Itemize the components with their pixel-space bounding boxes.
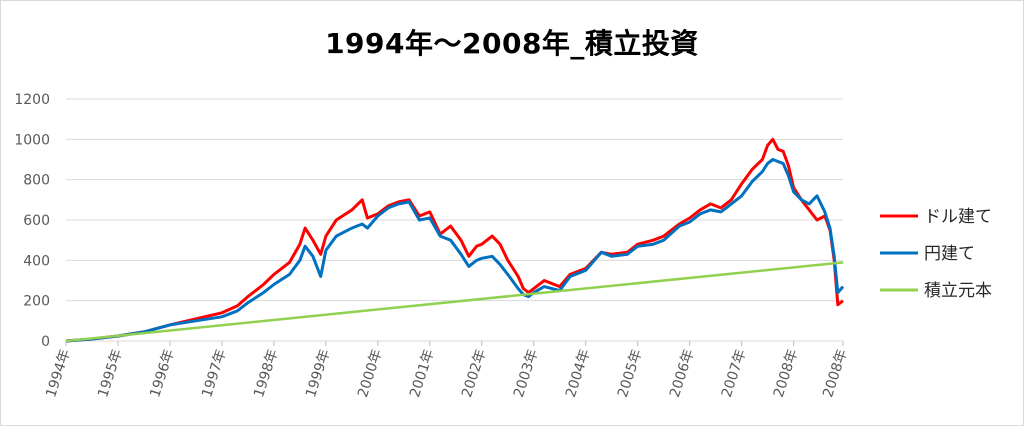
x-tick-label: 2004年 bbox=[563, 347, 594, 399]
x-tick-label: 2006年 bbox=[667, 347, 698, 399]
y-tick-label: 800 bbox=[23, 173, 50, 189]
series-line-2 bbox=[65, 158, 845, 343]
x-tick-label: 1994年 bbox=[43, 347, 74, 399]
x-tick-label: 2008年 bbox=[820, 347, 851, 399]
legend-label: ドル建て bbox=[924, 207, 992, 227]
x-tick-label: 1996年 bbox=[147, 347, 178, 399]
legend-label: 円建て bbox=[924, 244, 975, 264]
x-tick-label: 2008年 bbox=[771, 347, 802, 399]
x-tick-label: 2002年 bbox=[459, 347, 490, 399]
x-tick-label: 2007年 bbox=[719, 347, 750, 399]
chart-title: 1994年～2008年_積立投資 bbox=[325, 27, 699, 60]
x-tick-label: 1997年 bbox=[199, 347, 230, 399]
series-line-1 bbox=[65, 137, 844, 343]
y-tick-label: 200 bbox=[23, 294, 50, 310]
y-tick-label: 1200 bbox=[14, 92, 50, 108]
x-tick-label: 2001年 bbox=[407, 347, 438, 399]
y-tick-label: 1000 bbox=[14, 132, 50, 148]
y-tick-label: 0 bbox=[41, 334, 50, 350]
legend-label: 積立元本 bbox=[924, 281, 992, 301]
x-tick-label: 2005年 bbox=[615, 347, 646, 399]
x-tick-label: 2003年 bbox=[511, 347, 542, 399]
x-tick-label: 2000年 bbox=[355, 347, 386, 399]
y-tick-label: 400 bbox=[23, 253, 50, 269]
x-tick-label: 1999年 bbox=[303, 347, 334, 399]
x-tick-label: 1995年 bbox=[95, 347, 126, 399]
y-tick-label: 600 bbox=[23, 213, 50, 229]
series-line-3 bbox=[65, 261, 844, 343]
x-tick-label: 1998年 bbox=[251, 347, 282, 399]
